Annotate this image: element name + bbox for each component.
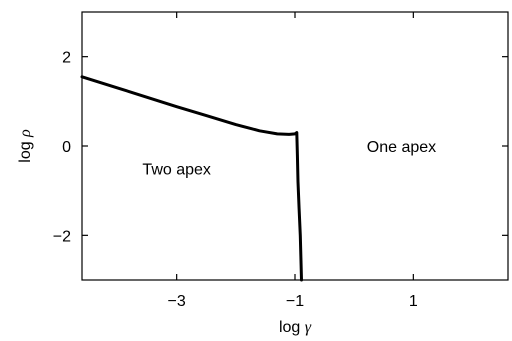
series-line-boundary [80, 75, 303, 282]
x-axis-label-symbol: γ [305, 319, 312, 336]
x-tick-label-1: −1 [286, 293, 304, 310]
x-axis-label-prefix: log [279, 319, 305, 336]
plot-frame [81, 11, 509, 281]
annotation-two-apex: Two apex [142, 161, 210, 178]
y-axis-label-symbol: ρ [17, 129, 34, 138]
y-tick-label-0: 2 [62, 50, 71, 67]
x-axis-label: log γ [279, 319, 312, 336]
y-tick-label-2: −2 [53, 228, 71, 245]
y-axis-label: log ρ [17, 129, 34, 163]
y-axis-label-prefix: log [17, 137, 34, 163]
y-tick-label-1: 0 [62, 139, 71, 156]
x-tick-label-0: −3 [168, 293, 186, 310]
x-tick-label-2: 1 [409, 293, 418, 310]
annotation-one-apex: One apex [367, 139, 436, 156]
